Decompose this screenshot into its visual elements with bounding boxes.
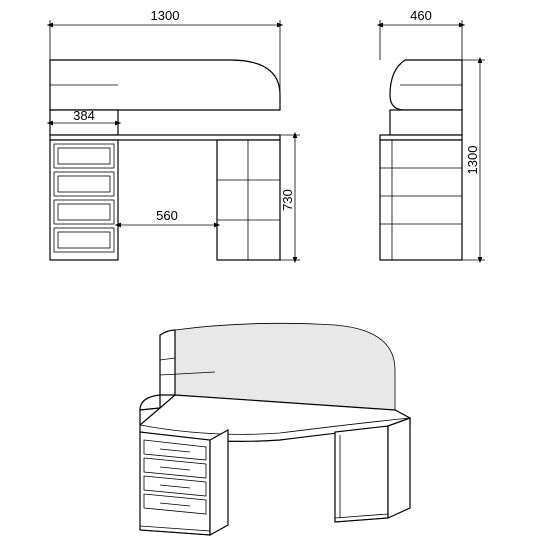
dim-total-height: 1300 [465,146,480,175]
furniture-technical-drawing: 384 560 730 1300 [0,0,550,550]
dim-opening-width: 560 [156,208,178,223]
dim-depth: 460 [410,8,432,23]
dim-desk-height: 730 [280,189,295,211]
dim-total-width: 1300 [151,8,180,23]
perspective-view [140,323,410,535]
side-view: 460 1300 [380,8,485,260]
front-view: 384 560 730 1300 [50,8,300,260]
dim-shelf-width: 384 [73,108,95,123]
